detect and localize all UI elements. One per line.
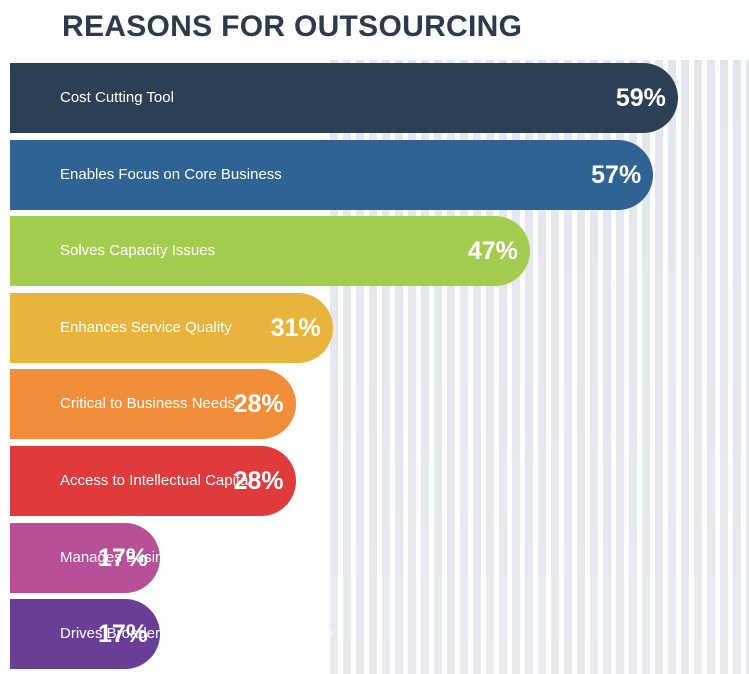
bar: Manages Business Environment 17% [10,522,275,593]
bar-category-label: Enables Focus on Core Business [60,165,282,183]
bar-category-label: Cost Cutting Tool [60,89,174,106]
bar-value-label: 17% [97,620,148,649]
bar: Solves Capacity Issues 47% [10,216,530,287]
bar: Critical to Business Needs 28% [10,369,296,440]
bar: Enables Focus on Core Business 57% [10,139,654,210]
bar-value-label: 31% [270,313,321,342]
bar-value-label: 57% [591,160,642,189]
chart-title: REASONS FOR OUTSOURCING [62,10,523,43]
bar-category-label: Critical to Business Needs [60,395,236,413]
bar-value-label: 28% [233,467,284,495]
bar-category-label: Manages Business Environment [60,548,276,566]
bar: Enhances Service Quality 31% [10,292,333,363]
bar-value-label: 47% [467,237,518,266]
bar-category-label: Solves Capacity Issues [60,242,216,260]
bar: Cost Cutting Tool 59% [10,63,678,133]
bar: Drives Broader Transformational Change 17… [10,599,333,670]
bar-value-label: 28% [233,390,284,419]
bar-category-label: Drives Broader Transformational Change [60,625,333,643]
bar-value-label: 17% [97,543,148,572]
bar: Access to Intellectual Capital 28% [10,446,296,516]
bar-value-label: 59% [615,84,666,112]
bar-category-label: Enhances Service Quality [60,318,232,336]
bar-category-label: Access to Intellectual Capital [60,472,252,489]
